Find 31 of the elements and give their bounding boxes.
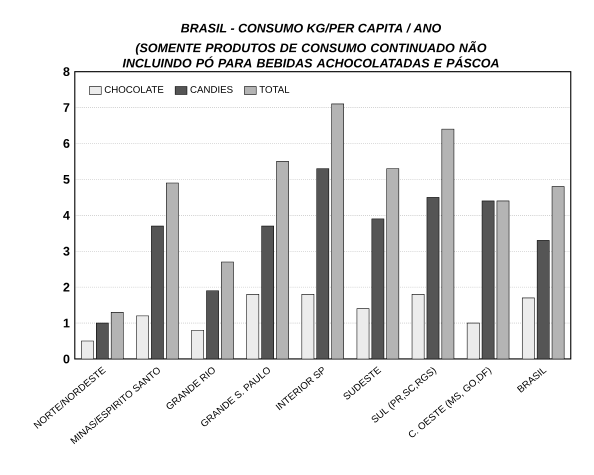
chart-subtitle: (SOMENTE PRODUTOS DE CONSUMO CONTINUADO NÃO INCLUINDO PÓ PARA BEBIDAS ACHOCOLATADAS E PÁSCOA xyxy=(122,41,499,68)
bar xyxy=(522,298,535,359)
bar xyxy=(81,340,94,359)
bar xyxy=(110,312,124,359)
y-tick-label: 0 xyxy=(63,354,70,364)
bar xyxy=(442,128,454,359)
bar xyxy=(331,104,344,359)
bar xyxy=(386,168,400,359)
legend-label: TOTAL xyxy=(259,86,290,93)
bar xyxy=(496,200,510,359)
bar xyxy=(221,262,234,359)
bar xyxy=(166,182,179,359)
bar xyxy=(276,161,289,359)
y-tick-label: 2 xyxy=(63,282,70,292)
y-tick-label: 6 xyxy=(63,139,70,148)
bar xyxy=(191,330,204,359)
bar xyxy=(412,294,424,359)
y-tick-label: 7 xyxy=(64,103,70,112)
bar xyxy=(466,322,480,359)
y-tick-label: 4 xyxy=(63,210,70,220)
bar xyxy=(552,186,564,359)
chart-title: BRASIL - CONSUMO KG/PER CAPITA / ANO xyxy=(180,23,442,33)
bar xyxy=(246,294,260,359)
legend-label: CHOCOLATE xyxy=(104,86,164,93)
bar xyxy=(136,316,149,359)
legend-label: CANDIES xyxy=(190,86,233,93)
y-tick-label: 8 xyxy=(63,67,70,76)
y-tick-label: 1 xyxy=(64,318,70,328)
bar xyxy=(302,294,314,359)
y-tick-label: 3 xyxy=(63,246,70,256)
y-tick-label: 5 xyxy=(63,175,70,184)
